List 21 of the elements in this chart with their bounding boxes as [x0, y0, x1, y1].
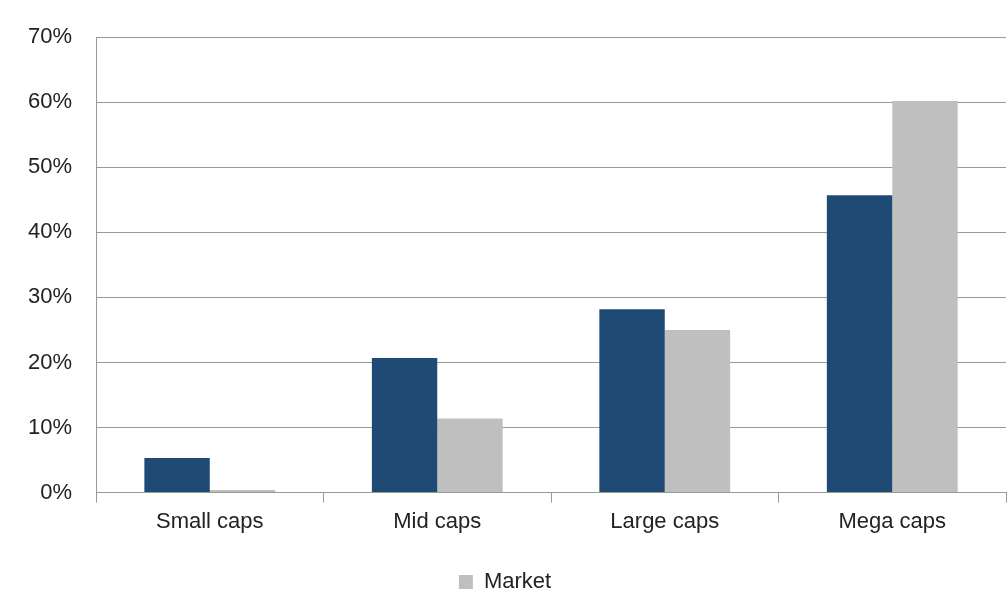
x-tick-label: Mid caps — [393, 507, 482, 533]
bar — [437, 418, 503, 493]
y-tick-label: 60% — [27, 88, 73, 114]
bar — [826, 195, 893, 493]
y-tick-label: 40% — [27, 218, 73, 244]
bar — [371, 357, 438, 493]
bar — [892, 100, 958, 493]
x-tick-label: Small caps — [155, 507, 264, 533]
bar — [599, 309, 665, 493]
bar — [664, 329, 731, 493]
y-tick-label: 10% — [27, 413, 73, 439]
bar — [209, 490, 276, 493]
bar — [144, 458, 210, 493]
x-tick-label: Large caps — [610, 507, 720, 533]
y-tick-label: 20% — [27, 348, 73, 374]
y-tick-label: 0% — [40, 478, 73, 504]
y-tick-label: 70% — [27, 23, 73, 49]
x-tick-label: Mega caps — [838, 507, 947, 533]
y-tick-label: 30% — [27, 283, 73, 309]
y-tick-label: 50% — [27, 153, 73, 179]
legend-label: Market — [483, 568, 552, 594]
